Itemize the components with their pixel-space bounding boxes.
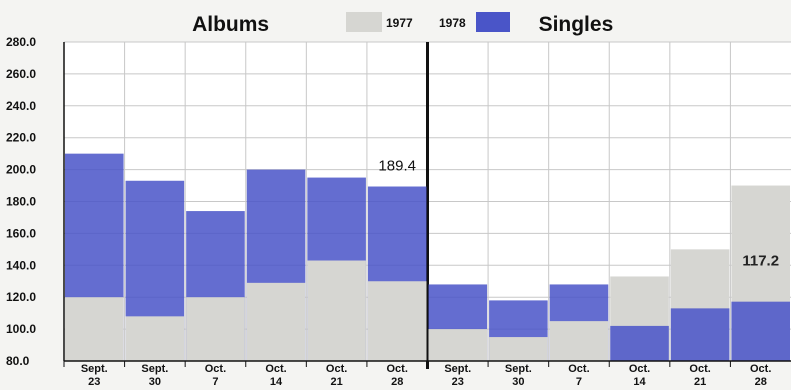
x-tick-label-top: Sept.	[141, 363, 168, 375]
x-tick-label-top: Oct.	[689, 363, 710, 375]
x-tick-label-top: Oct.	[387, 363, 408, 375]
bar-albums-1977-3	[246, 282, 306, 361]
bar-singles-1977-0	[428, 329, 488, 361]
annotations: 189.4 117.2	[378, 158, 779, 270]
x-tick-label-bottom: 7	[576, 376, 582, 388]
x-tick-label-bottom: 21	[694, 376, 706, 388]
x-tick-label-top: Oct.	[326, 363, 347, 375]
x-tick-label-bottom: 14	[270, 376, 283, 388]
x-tick-label-top: Sept.	[444, 363, 471, 375]
x-tick-label-bottom: 7	[212, 376, 218, 388]
legend-label-1978: 1978	[439, 16, 466, 30]
x-tick-label-top: Sept.	[81, 363, 108, 375]
bars	[65, 153, 790, 361]
legend-swatch-1977	[346, 12, 382, 32]
x-tick-label-bottom: 23	[452, 376, 464, 388]
legend-swatch-1978	[476, 12, 510, 32]
panel-title-singles: Singles	[539, 13, 614, 36]
legend-label-1977: 1977	[386, 16, 413, 30]
bar-albums-1977-4	[307, 260, 366, 361]
y-tick-label: 180.0	[6, 195, 36, 209]
bar-singles-1978-4	[670, 308, 730, 361]
x-tick-label-bottom: 21	[331, 376, 343, 388]
x-tick-label-bottom: 30	[512, 376, 524, 388]
x-tick-label-top: Sept.	[505, 363, 532, 375]
y-axis: 280.0 260.0 240.0 220.0 200.0 180.0 160.0 140.0…	[6, 35, 65, 368]
y-tick-label: 140.0	[6, 258, 36, 272]
x-tick-label-bottom: 30	[149, 376, 161, 388]
y-tick-label: 220.0	[6, 131, 36, 145]
bar-albums-1977-0	[65, 297, 124, 361]
y-tick-label: 80.0	[6, 354, 30, 368]
panel-title-albums: Albums	[192, 13, 269, 36]
x-tick-label-bottom: 28	[391, 376, 403, 388]
annotation-albums: 189.4	[378, 158, 416, 175]
annotation-singles: 117.2	[742, 253, 779, 270]
x-tick-label-top: Oct.	[568, 363, 589, 375]
x-tick-label-top: Oct.	[265, 363, 286, 375]
panel-titles: Albums Singles	[192, 13, 613, 36]
bar-singles-1978-5	[731, 301, 790, 361]
bar-singles-1977-1	[489, 337, 548, 361]
bar-albums-1977-5	[367, 281, 427, 361]
y-tick-label: 120.0	[6, 290, 36, 304]
bar-albums-1977-1	[125, 316, 185, 361]
x-tick-label-bottom: 28	[755, 376, 767, 388]
y-tick-label: 160.0	[6, 226, 36, 240]
y-tick-label: 260.0	[6, 67, 36, 81]
bar-singles-1977-2	[549, 321, 609, 361]
x-tick-label-top: Oct.	[629, 363, 650, 375]
x-axis: Sept.23Sept.30Oct.7Oct.14Oct.21Oct.28Sep…	[63, 360, 791, 388]
grid	[64, 41, 791, 369]
legend: 1977 1978	[346, 12, 510, 32]
bar-albums-1977-2	[186, 297, 245, 361]
x-tick-label-bottom: 23	[88, 376, 100, 388]
x-tick-label-bottom: 14	[633, 376, 646, 388]
y-tick-label: 200.0	[6, 163, 36, 177]
y-tick-label: 240.0	[6, 99, 36, 113]
y-tick-label: 280.0	[6, 35, 36, 49]
bar-singles-1978-3	[610, 325, 669, 361]
x-tick-label-top: Oct.	[750, 363, 771, 375]
y-tick-label: 100.0	[6, 322, 36, 336]
x-tick-label-top: Oct.	[205, 363, 226, 375]
